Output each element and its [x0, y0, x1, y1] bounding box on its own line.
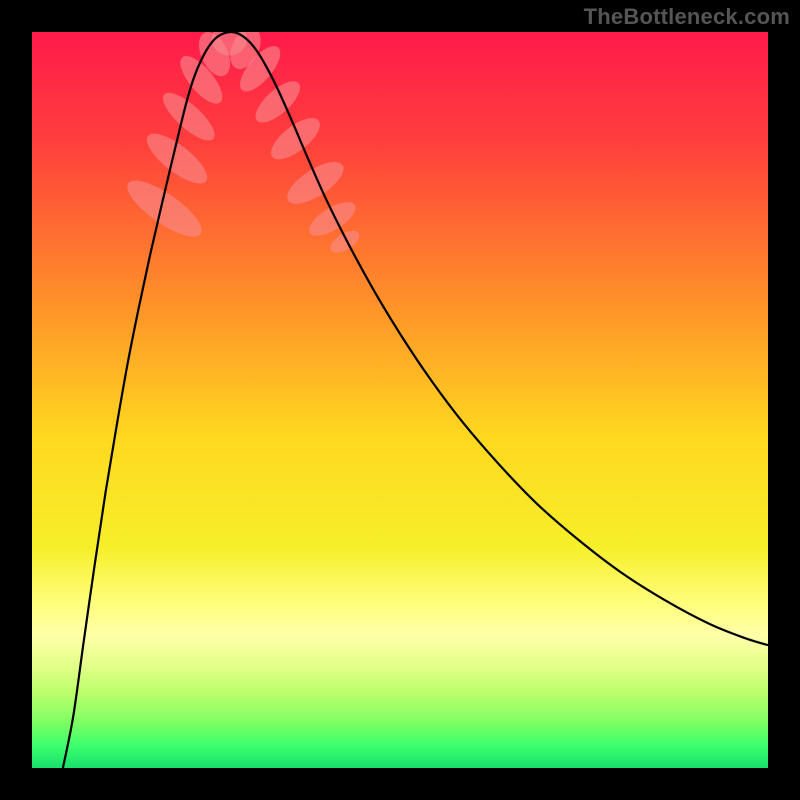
watermark-text: TheBottleneck.com	[584, 4, 790, 30]
chart-root: TheBottleneck.com	[0, 0, 800, 800]
chart-svg	[0, 0, 800, 800]
plot-background	[32, 32, 768, 768]
